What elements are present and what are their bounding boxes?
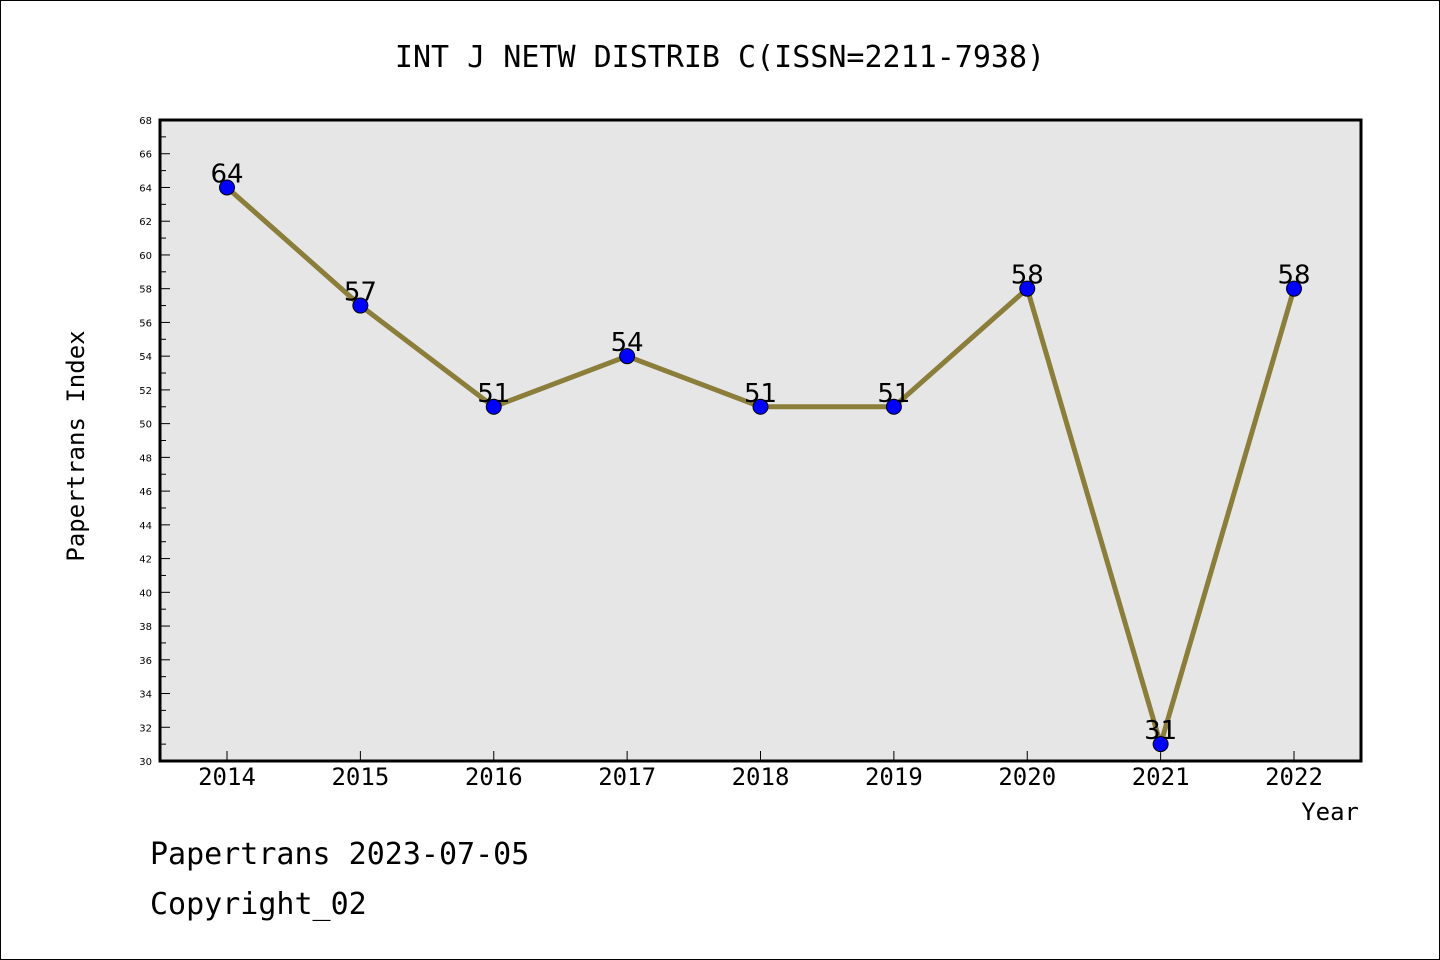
data-label: 54 — [611, 328, 644, 358]
y-tick-label: 66 — [139, 150, 152, 161]
footer-copyright: Copyright_02 — [150, 887, 367, 922]
x-tick-label: 2018 — [732, 763, 790, 791]
y-tick-label: 36 — [139, 656, 152, 667]
y-axis-label: Papertrans Index — [62, 330, 90, 561]
y-tick-label: 68 — [139, 116, 152, 127]
data-point — [752, 398, 769, 415]
y-tick-label: 42 — [139, 555, 152, 566]
data-label: 58 — [1011, 261, 1044, 291]
x-tick-label: 2021 — [1132, 763, 1190, 791]
y-tick-label: 32 — [139, 723, 152, 734]
y-tick-label: 34 — [139, 690, 152, 701]
y-tick-label: 58 — [139, 285, 152, 296]
x-tick-label: 2016 — [465, 763, 523, 791]
data-point — [1152, 736, 1169, 753]
footer-date: Papertrans 2023-07-05 — [150, 837, 529, 872]
y-tick-label: 38 — [139, 622, 152, 633]
y-tick-label: 40 — [139, 588, 152, 599]
plot-area — [158, 118, 1363, 763]
y-tick-label: 60 — [139, 251, 152, 262]
chart-title: INT J NETW DISTRIB C(ISSN=2211-7938) — [395, 40, 1045, 75]
data-label: 31 — [1144, 716, 1177, 746]
x-axis: 2014 2015 2016 2017 2018 2019 2020 2021 2022 — [198, 751, 1323, 791]
data-label: 51 — [877, 379, 910, 409]
data-label: 58 — [1277, 261, 1310, 291]
y-tick-label: 52 — [139, 386, 152, 397]
y-tick-label: 48 — [139, 453, 152, 464]
x-tick-label: 2017 — [598, 763, 656, 791]
y-tick-label: 62 — [139, 217, 152, 228]
y-tick-label: 56 — [139, 318, 152, 329]
data-point — [219, 179, 235, 196]
data-point — [885, 398, 902, 415]
y-tick-label: 44 — [139, 521, 152, 532]
y-tick-label: 30 — [139, 757, 152, 768]
x-tick-label: 2015 — [331, 763, 389, 791]
data-label: 64 — [210, 159, 243, 189]
y-tick-label: 50 — [139, 420, 152, 431]
series-layer: 64 57 51 54 51 51 58 31 58 — [210, 159, 1311, 754]
x-tick-label: 2014 — [198, 763, 256, 791]
data-point — [1286, 280, 1302, 297]
y-tick-label: 46 — [139, 487, 152, 498]
x-tick-label: 2019 — [865, 763, 923, 791]
x-tick-label: 2020 — [998, 763, 1056, 791]
data-point — [1019, 280, 1036, 297]
data-point — [352, 297, 369, 314]
x-tick-label: 2022 — [1265, 763, 1323, 791]
y-tick-label: 64 — [139, 183, 152, 194]
data-point — [619, 348, 636, 365]
data-point — [485, 398, 502, 415]
x-axis-label: Year — [1301, 798, 1359, 826]
data-label: 51 — [744, 379, 777, 409]
y-tick-label: 54 — [139, 352, 152, 363]
data-label: 57 — [344, 278, 377, 308]
y-axis: 30 32 34 36 38 40 42 44 46 48 50 52 54 56 58 60 62 64 66 68 — [139, 116, 170, 768]
data-label: 51 — [477, 379, 510, 409]
